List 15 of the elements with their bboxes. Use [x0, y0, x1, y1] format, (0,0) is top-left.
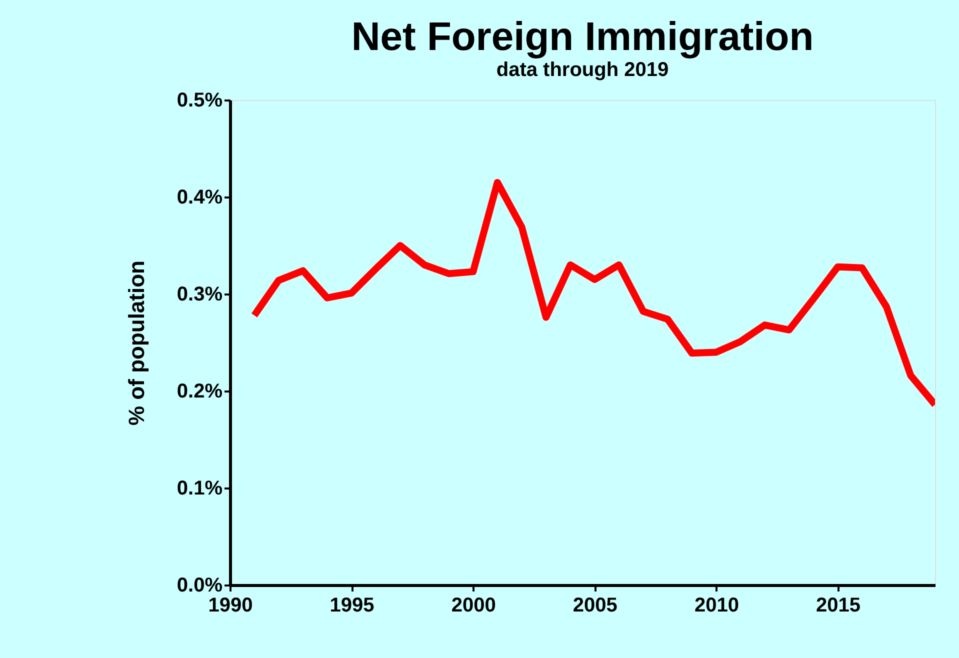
y-tick-label: 0.4% [176, 186, 223, 208]
x-tick-label: 2000 [451, 594, 496, 616]
y-tick-label: 0.0% [176, 574, 223, 596]
y-tick-label: 0.1% [176, 478, 223, 500]
chart-subtitle: data through 2019 [496, 59, 669, 81]
x-tick-label: 1990 [208, 594, 253, 616]
x-tick-label: 2010 [694, 594, 739, 616]
y-tick-label: 0.3% [176, 284, 223, 306]
x-tick-label: 2015 [816, 594, 861, 616]
x-tick-label: 2005 [572, 594, 618, 616]
y-tick-label: 0.2% [176, 380, 223, 402]
y-tick-label: 0.5% [176, 90, 223, 112]
chart-title: Net Foreign Immigration [351, 15, 814, 59]
x-tick-label: 1995 [330, 594, 374, 616]
y-axis-title: % of population [124, 260, 149, 426]
